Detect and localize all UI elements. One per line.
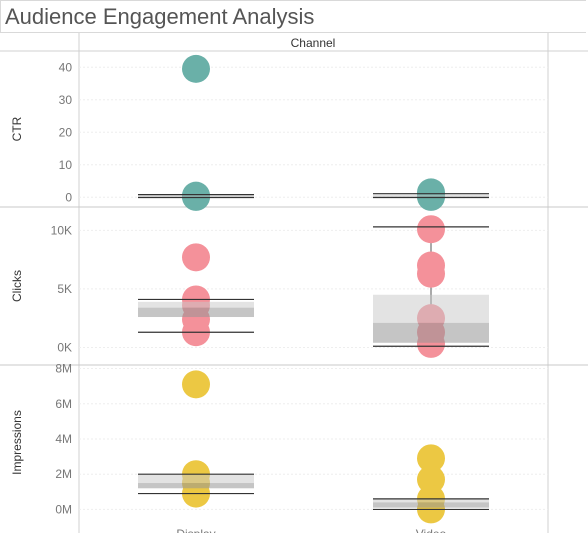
data-point-clicks-display <box>182 243 210 272</box>
box-upper-clicks-display <box>138 301 254 308</box>
chart-title: Audience Engagement Analysis <box>0 0 586 33</box>
tick-label-impressions: 8M <box>55 362 72 376</box>
tick-label-impressions: 0M <box>55 502 72 516</box>
box-upper-impressions-display <box>138 474 254 484</box>
tick-label-ctr: 0 <box>65 190 72 204</box>
box-lower-impressions-video <box>373 502 489 508</box>
data-point-impressions-video <box>417 444 445 473</box>
box-lower-clicks-video <box>373 322 489 343</box>
tick-label-ctr: 40 <box>59 60 73 74</box>
box-lower-clicks-display <box>138 307 254 318</box>
tick-label-ctr: 10 <box>59 158 73 172</box>
box-upper-ctr-display <box>138 195 254 197</box>
tick-label-impressions: 6M <box>55 397 72 411</box>
data-point-clicks-video <box>417 259 445 288</box>
measure-label-ctr: CTR <box>10 116 24 141</box>
box-upper-ctr-video <box>373 194 489 196</box>
tick-label-impressions: 4M <box>55 432 72 446</box>
measure-label-impressions: Impressions <box>10 410 24 475</box>
tick-label-clicks: 5K <box>57 282 72 296</box>
data-point-ctr-display <box>182 54 210 83</box>
tick-label-clicks: 10K <box>51 223 72 237</box>
data-point-clicks-video <box>417 215 445 244</box>
box-lower-ctr-display <box>138 196 254 198</box>
box-lower-impressions-display <box>138 483 254 489</box>
tick-label-clicks: 0K <box>57 340 72 354</box>
data-point-impressions-video <box>417 465 445 494</box>
column-header: Channel <box>291 36 336 50</box>
category-label-display: Display <box>176 527 215 533</box>
tick-label-impressions: 2M <box>55 467 72 481</box>
data-point-impressions-display <box>182 370 210 399</box>
tick-label-ctr: 30 <box>59 93 73 107</box>
category-label-video: Video <box>416 527 447 533</box>
box-upper-impressions-video <box>373 498 489 503</box>
measure-label-clicks: Clicks <box>10 270 24 302</box>
box-upper-clicks-video <box>373 294 489 323</box>
tick-label-ctr: 20 <box>59 125 73 139</box>
box-lower-ctr-video <box>373 195 489 197</box>
